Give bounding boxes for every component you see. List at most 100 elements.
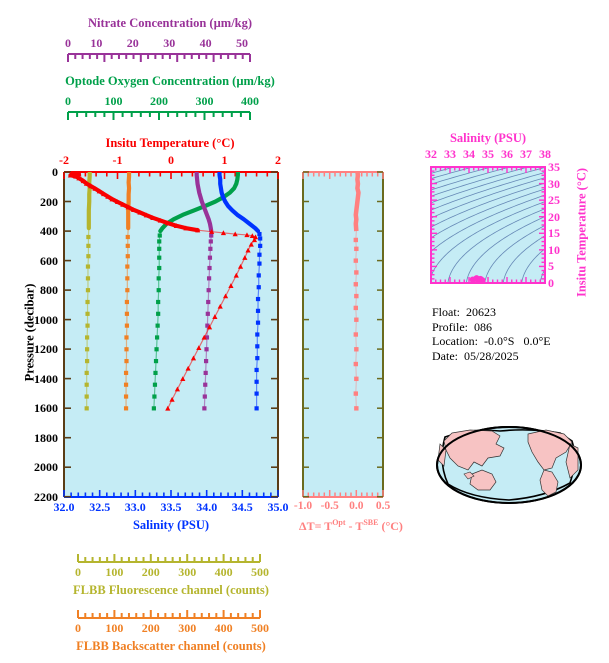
delta-t-tick-2: 0.0	[349, 500, 364, 512]
backscatter-tick-3: 300	[178, 621, 197, 635]
world-map	[436, 426, 582, 504]
nitrate-tick-0: 0	[65, 36, 71, 50]
fluorescence-axis-title: FLBB Fluorescence channel (counts)	[73, 583, 269, 597]
nitrate-axis-title: Nitrate Concentration (µm/kg)	[87, 16, 253, 30]
oxygen-tick-4: 400	[241, 94, 259, 108]
pressure-tick-5: 1000	[34, 312, 58, 327]
ts-x-tick-5: 37	[520, 147, 532, 161]
salinity-axis-title: Salinity (PSU)	[132, 518, 210, 532]
ts-diagram-background	[431, 167, 545, 283]
delta-t-panel-frame	[302, 171, 384, 498]
ts-temperature-axis-title: Insitu Temperature (°C)	[574, 167, 589, 298]
backscatter-axis-group: 0 100 200 300 400 500 FLBB Backscatter c…	[0, 608, 609, 654]
pressure-tick-0: 0	[52, 165, 58, 179]
backscatter-tick-5: 500	[251, 621, 269, 635]
pressure-tick-2: 400	[40, 224, 58, 238]
meta-profile-label: Profile:	[432, 319, 468, 334]
pressure-tick-8: 1600	[34, 401, 58, 416]
delta-t-panel-background	[303, 172, 383, 497]
ts-data-points	[469, 275, 486, 283]
delta-t-title-sup-opt: Opt	[332, 518, 346, 527]
fluorescence-tick-4: 400	[214, 565, 233, 579]
pressure-tick-3: 600	[40, 253, 58, 268]
meta-location-value: -0.0°S 0.0°E	[483, 334, 551, 348]
temperature-tick-0: -2	[59, 153, 69, 167]
main-panel-top-ticks	[63, 172, 279, 179]
pressure-tick-7: 1400	[34, 371, 58, 386]
fluorescence-axis-ruler	[77, 554, 261, 563]
meta-date-value: 05/28/2025	[464, 348, 519, 363]
temperature-axis-title: Insitu Temperature (°C)	[105, 136, 235, 150]
backscatter-tick-0: 0	[75, 621, 81, 635]
backscatter-tick-2: 200	[141, 621, 160, 635]
salinity-tick-2: 33.0	[124, 500, 146, 514]
backscatter-tick-1: 100	[105, 621, 124, 635]
meta-float-value: 20623	[466, 305, 497, 319]
temperature-axis-group: Insitu Temperature (°C) -2 -1 0 1 2	[0, 136, 609, 174]
ts-y-tick-30: 30	[548, 176, 560, 191]
salinity-tick-0: 32.0	[53, 500, 75, 514]
ts-y-tick-25: 25	[548, 193, 560, 208]
meta-date-row: Date: 05/28/2025	[432, 349, 602, 364]
delta-t-title-main: ΔT= T	[299, 519, 333, 533]
oxygen-axis-title: Optode Oxygen Concentration (µm/kg)	[65, 74, 275, 88]
nitrate-tick-labels: 0 10 20 30 40 50	[60, 36, 280, 50]
nitrate-tick-2: 20	[126, 36, 139, 50]
backscatter-axis-title: FLBB Backscatter channel (counts)	[76, 639, 266, 653]
backscatter-tick-labels: 0 100 200 300 400 500	[64, 621, 278, 635]
salinity-tick-4: 34.0	[196, 500, 218, 514]
temperature-tick-3: 1	[221, 153, 228, 167]
nitrate-tick-5: 50	[236, 36, 248, 50]
nitrate-tick-4: 40	[199, 36, 212, 50]
profile-curves	[67, 172, 263, 411]
meta-location-row: Location: -0.0°S 0.0°E	[432, 334, 602, 349]
ts-y-tick-0: 0	[548, 276, 554, 290]
meta-profile-row: Profile: 086	[432, 320, 602, 335]
ts-y-tick-10: 10	[548, 242, 560, 257]
fluorescence-axis-group: 0 100 200 300 400 500 FLBB Fluorescence …	[0, 552, 609, 598]
ts-y-tick-20: 20	[548, 209, 560, 224]
ts-x-tick-4: 36	[501, 147, 513, 161]
ts-x-tick-0: 32	[425, 147, 437, 161]
delta-t-title-units: (°C)	[378, 519, 403, 533]
ts-diagram-ticks	[430, 166, 546, 284]
delta-t-side-ticks	[303, 171, 383, 498]
meta-profile-value: 086	[474, 319, 492, 334]
meta-float-label: Float:	[432, 305, 461, 319]
oxygen-tick-2: 200	[150, 94, 168, 108]
meta-location-label: Location:	[432, 334, 478, 348]
oxygen-axis-group: Optode Oxygen Concentration (µm/kg) 0 10…	[0, 74, 609, 126]
meta-float-row: Float: 20623	[432, 305, 602, 320]
main-panel-pressure-ticks	[64, 171, 278, 498]
nitrate-tick-3: 30	[163, 36, 176, 50]
nitrate-axis-group: Nitrate Concentration (µm/kg) 0 10 20 30…	[0, 16, 609, 68]
oxygen-tick-3: 300	[195, 94, 214, 108]
ts-y-tick-5: 5	[548, 259, 554, 274]
oxygen-tick-1: 100	[104, 94, 123, 108]
oxygen-tick-0: 0	[65, 94, 71, 108]
ts-x-tick-2: 34	[463, 147, 475, 161]
main-panel-bottom-ticks	[63, 490, 279, 497]
temperature-tick-2: 0	[168, 153, 174, 167]
delta-t-tick-labels: -1.0 -0.5 0.0 0.5	[294, 500, 390, 514]
fluorescence-tick-3: 300	[178, 565, 197, 579]
temperature-tick-labels: -2 -1 0 1 2	[59, 153, 281, 167]
delta-t-tick-3: 0.5	[375, 500, 391, 512]
ts-y-tick-15: 15	[548, 226, 560, 241]
delta-t-curve	[353, 172, 361, 411]
pressure-tick-9: 1800	[34, 430, 58, 445]
delta-t-top-ticks	[302, 172, 384, 179]
backscatter-tick-4: 400	[214, 621, 233, 635]
pressure-tick-1: 200	[40, 194, 58, 209]
salinity-tick-5: 34.5	[231, 500, 253, 514]
salinity-tick-labels: 32.0 32.5 33.0 33.5 34.0 34.5 35.0	[54, 500, 289, 514]
salinity-tick-3: 33.5	[160, 500, 182, 514]
pressure-tick-6: 1200	[34, 342, 58, 357]
fluorescence-tick-5: 500	[251, 565, 269, 579]
delta-t-axis-group: -1.0 -0.5 0.0 0.5 ΔT= TOpt - TSBE (°C)	[0, 500, 609, 540]
fluorescence-tick-labels: 0 100 200 300 400 500	[64, 565, 278, 579]
oxygen-axis-ruler	[67, 111, 251, 120]
delta-t-axis-title: ΔT= TOpt - TSBE (°C)	[296, 518, 406, 534]
ts-x-tick-3: 35	[482, 147, 494, 161]
